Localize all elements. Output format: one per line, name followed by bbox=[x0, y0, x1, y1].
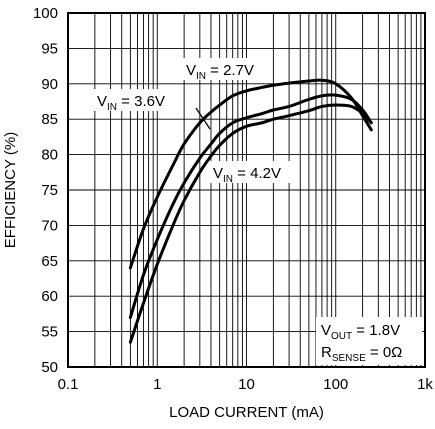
series-label: VIN = 2.7V bbox=[186, 62, 254, 82]
y-tick-label: 70 bbox=[41, 217, 58, 234]
x-tick-label: 100 bbox=[323, 376, 348, 393]
y-tick-label: 65 bbox=[41, 253, 58, 270]
x-tick-label: 10 bbox=[238, 376, 255, 393]
y-tick-label: 55 bbox=[41, 324, 58, 341]
series-label-background bbox=[182, 58, 272, 80]
series-label: VIN = 3.6V bbox=[97, 93, 165, 113]
y-tick-label: 75 bbox=[41, 182, 58, 199]
series-label: VIN = 4.2V bbox=[213, 165, 281, 185]
series-line-2 bbox=[128, 103, 373, 344]
y-tick-label: 85 bbox=[41, 111, 58, 128]
annotation-text: RSENSE = 0Ω bbox=[321, 344, 402, 364]
annotation-text: VOUT = 1.8V bbox=[321, 322, 400, 342]
series-label-leader bbox=[195, 107, 211, 130]
annotation-background bbox=[316, 317, 422, 365]
x-axis-label: LOAD CURRENT (mA) bbox=[169, 404, 324, 421]
curves bbox=[128, 78, 373, 344]
y-tick-label: 80 bbox=[41, 147, 58, 164]
y-axis-label: EFFICIENCY (%) bbox=[2, 132, 19, 248]
x-tick-label: 0.1 bbox=[58, 376, 79, 393]
series-line-1 bbox=[128, 93, 373, 319]
x-tick-label: 1 bbox=[153, 376, 161, 393]
plot-frame bbox=[67, 12, 426, 368]
x-tick-labels: 0.1 1 10 100 1k bbox=[58, 376, 434, 393]
y-tick-label: 60 bbox=[41, 288, 58, 305]
y-tick-label: 95 bbox=[41, 40, 58, 57]
y-tick-label: 100 bbox=[33, 5, 58, 22]
y-tick-label: 90 bbox=[41, 76, 58, 93]
x-tick-label: 1k bbox=[417, 376, 433, 393]
series-labels: VIN = 2.7V VIN = 3.6V VIN = 4.2V bbox=[93, 58, 299, 185]
series-label-background bbox=[209, 161, 299, 183]
y-tick-label: 50 bbox=[41, 359, 58, 376]
y-tick-labels: 50 55 60 65 70 75 80 85 90 95 100 bbox=[33, 5, 58, 376]
series-line-0 bbox=[128, 78, 373, 270]
series-label-background bbox=[93, 89, 183, 111]
